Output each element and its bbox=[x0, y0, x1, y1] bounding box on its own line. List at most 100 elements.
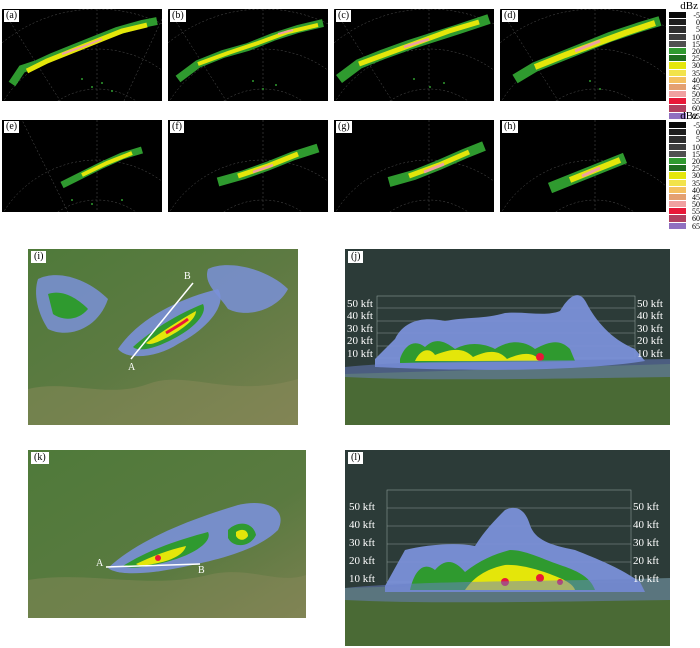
cross-section-view-j: (j) 50 kft 40 kft 30 kft 20 kft 10 kft 5… bbox=[345, 249, 670, 425]
altitude-label-right: 40 kft bbox=[637, 310, 663, 322]
legend-row: 35 bbox=[669, 68, 700, 78]
radar-echo-map bbox=[2, 9, 162, 101]
legend-value: 45 bbox=[692, 192, 700, 202]
legend-value: 20 bbox=[692, 156, 700, 166]
panel-label: (f) bbox=[170, 121, 184, 133]
altitude-label-right: 40 kft bbox=[633, 519, 659, 531]
legend-value: 50 bbox=[692, 90, 700, 100]
legend-swatch bbox=[669, 172, 686, 180]
panel-label: (e) bbox=[4, 121, 20, 133]
altitude-label-right: 10 kft bbox=[637, 348, 663, 360]
legend-row: 30 bbox=[669, 172, 700, 180]
legend-value: 30 bbox=[692, 61, 700, 71]
legend-swatch bbox=[669, 105, 686, 113]
altitude-label-right: 10 kft bbox=[633, 573, 659, 585]
legend-swatch bbox=[669, 26, 686, 34]
radar-echo-map bbox=[500, 9, 666, 101]
legend-row: -5 bbox=[669, 11, 700, 20]
legend-swatch bbox=[669, 91, 686, 99]
legend-swatch bbox=[669, 201, 686, 209]
legend-value: 65 bbox=[692, 111, 700, 121]
legend-row: -5 bbox=[669, 121, 700, 130]
reflectivity-legend: dBz -5 0 5 10 15 20 25 30 35 40 45 50 55… bbox=[669, 110, 700, 230]
legend-value: 15 bbox=[692, 39, 700, 49]
legend-swatch bbox=[669, 33, 686, 41]
legend-row: 55 bbox=[669, 98, 700, 106]
altitude-label-left: 40 kft bbox=[347, 310, 373, 322]
terrain-echo-overlay bbox=[28, 249, 298, 425]
legend-row: 25 bbox=[669, 54, 700, 64]
altitude-label-right: 50 kft bbox=[633, 501, 659, 513]
legend-value: 20 bbox=[692, 46, 700, 56]
radar-echo-map bbox=[168, 9, 328, 101]
panel-label: (j) bbox=[348, 251, 364, 263]
legend-row: 15 bbox=[669, 150, 700, 158]
altitude-label-left: 10 kft bbox=[349, 573, 375, 585]
altitude-label-right: 30 kft bbox=[633, 537, 659, 549]
radar-panel-d: (d) bbox=[500, 9, 666, 101]
legend-row: 20 bbox=[669, 156, 700, 166]
legend-swatch bbox=[669, 129, 686, 137]
altitude-label-left: 30 kft bbox=[349, 537, 375, 549]
panel-label: (d) bbox=[502, 10, 518, 22]
legend-row: 15 bbox=[669, 39, 700, 49]
legend-value: 60 bbox=[692, 104, 700, 114]
legend-value: 40 bbox=[692, 75, 700, 85]
legend-value: 25 bbox=[692, 54, 700, 64]
vertical-reflectivity-section bbox=[345, 450, 670, 646]
legend-row: 55 bbox=[669, 207, 700, 217]
legend-unit: dBz bbox=[680, 0, 698, 12]
panel-label: (l) bbox=[348, 452, 364, 464]
legend-row: 45 bbox=[669, 83, 700, 91]
radar-panel-b: (b) bbox=[168, 9, 328, 101]
legend-swatch bbox=[669, 179, 686, 187]
legend-row: 10 bbox=[669, 33, 700, 41]
legend-value: 35 bbox=[692, 178, 700, 188]
cross-section-point-a: A bbox=[96, 558, 104, 569]
legend-swatch bbox=[669, 122, 686, 130]
legend-value: 25 bbox=[692, 164, 700, 174]
legend-row: 20 bbox=[669, 46, 700, 56]
legend-value: 35 bbox=[692, 68, 700, 78]
altitude-label-left: 20 kft bbox=[347, 335, 373, 347]
legend-unit: dBz bbox=[680, 110, 698, 122]
radar-echo-map bbox=[335, 120, 494, 212]
cross-section-view-l: (l) 50 kft 40 kft 30 kft 20 kft 10 kft 5… bbox=[345, 450, 670, 646]
legend-swatch bbox=[669, 112, 686, 120]
legend-value: 55 bbox=[692, 207, 700, 217]
legend-swatch bbox=[669, 150, 686, 158]
legend-row: 65 bbox=[669, 111, 700, 121]
legend-swatch bbox=[669, 12, 686, 20]
legend-value: 60 bbox=[692, 214, 700, 224]
legend-value: 10 bbox=[692, 142, 700, 152]
panel-label: (g) bbox=[336, 121, 352, 133]
legend-swatch bbox=[669, 143, 686, 151]
legend-swatch bbox=[669, 62, 686, 70]
panel-label: (b) bbox=[170, 10, 186, 22]
panel-label: (i) bbox=[31, 251, 47, 263]
legend-value: 5 bbox=[696, 135, 700, 145]
panel-label: (k) bbox=[31, 452, 49, 464]
altitude-label-right: 50 kft bbox=[637, 298, 663, 310]
altitude-label-right: 20 kft bbox=[637, 335, 663, 347]
radar-echo-map bbox=[501, 120, 666, 212]
legend-swatch bbox=[669, 222, 686, 230]
legend-row: 65 bbox=[669, 222, 700, 230]
legend-value: 5 bbox=[696, 25, 700, 35]
radar-panel-c: (c) bbox=[334, 9, 494, 101]
legend-row: 10 bbox=[669, 142, 700, 152]
radar-echo-map bbox=[3, 120, 162, 212]
altitude-label-left: 30 kft bbox=[347, 323, 373, 335]
legend-row: 25 bbox=[669, 164, 700, 174]
legend-value: 50 bbox=[692, 200, 700, 210]
legend-swatch bbox=[669, 55, 686, 63]
altitude-label-left: 40 kft bbox=[349, 519, 375, 531]
legend-value: 40 bbox=[692, 185, 700, 195]
legend-swatch bbox=[669, 19, 686, 27]
satellite-composite-i: (i) A B bbox=[28, 249, 298, 425]
radar-panel-e: (e) bbox=[2, 120, 162, 212]
legend-row: 60 bbox=[669, 214, 700, 224]
radar-panel-g: (g) bbox=[334, 120, 494, 212]
altitude-label-left: 20 kft bbox=[349, 555, 375, 567]
legend-swatch bbox=[669, 215, 686, 223]
